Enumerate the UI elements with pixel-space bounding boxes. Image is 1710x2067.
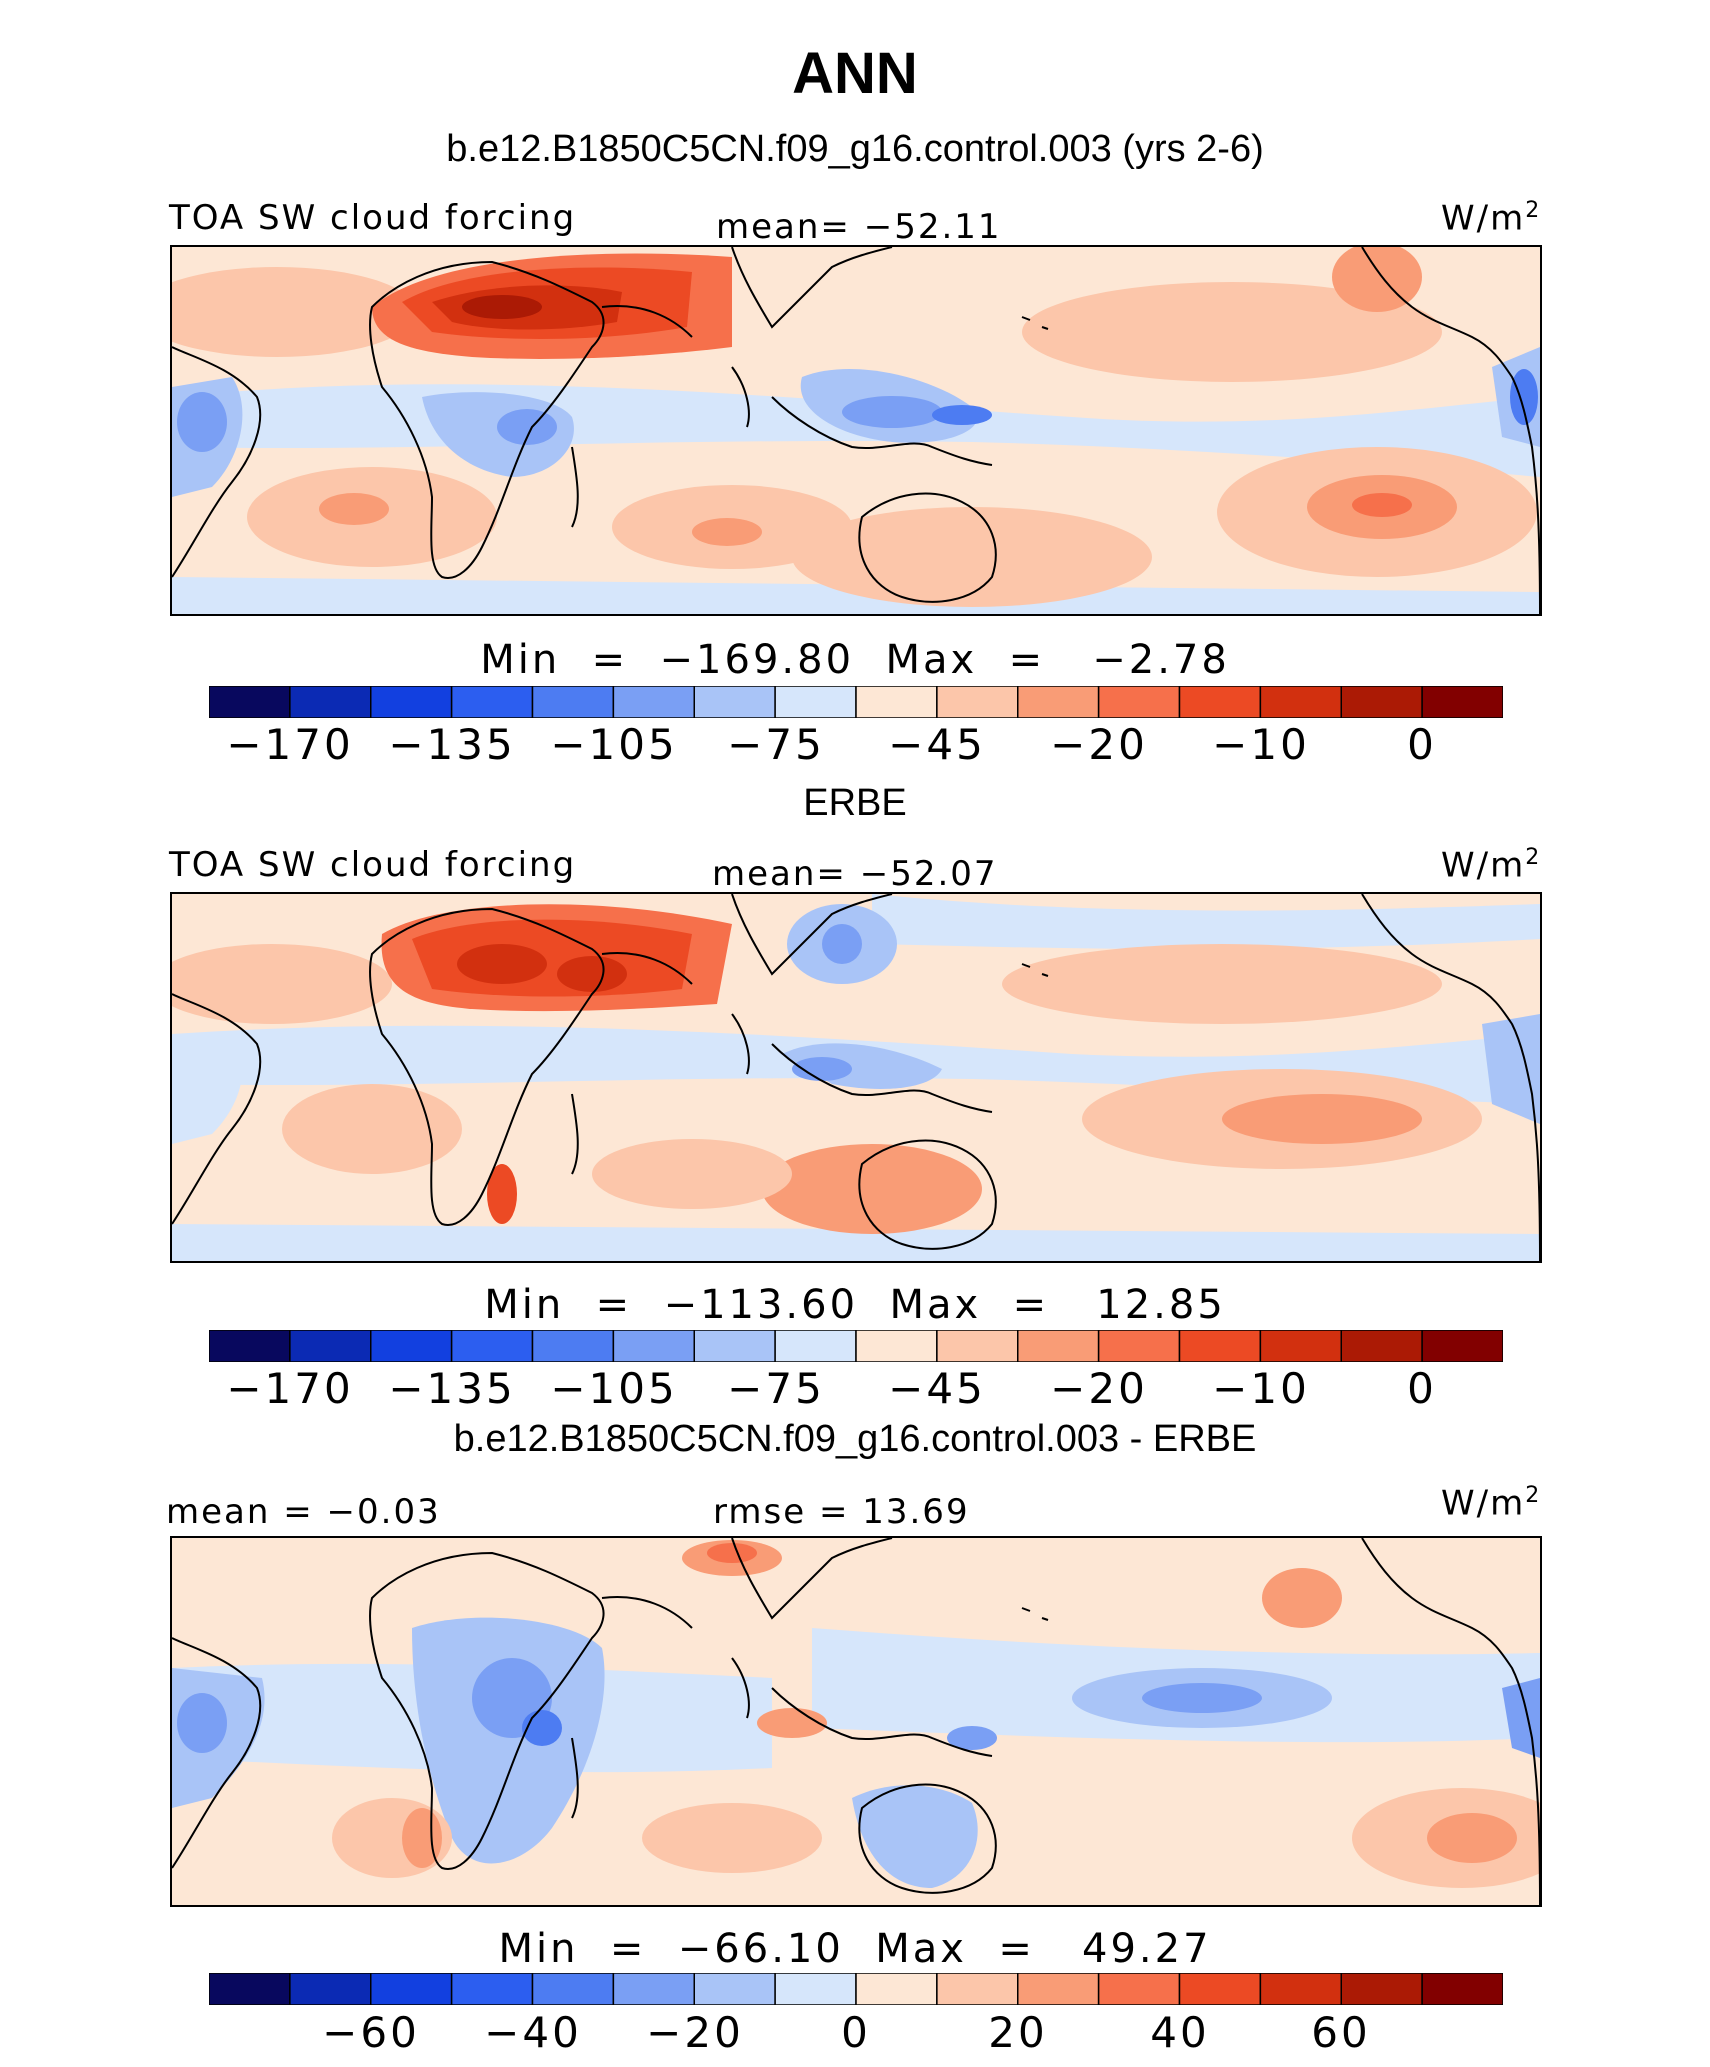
colorbar-swatch <box>774 1330 857 1362</box>
colorbar-swatch <box>531 1973 615 2005</box>
panel-3-mean-label: mean = −0.03 <box>166 1492 441 1532</box>
panel-3-colorbar-ticks: −60 −40 −20 0 20 40 60 <box>0 2008 1710 2058</box>
panel-3-colorbar-svg <box>209 1973 1503 2005</box>
colorbar-swatch <box>774 1973 857 2005</box>
colorbar-swatch <box>289 1330 372 1362</box>
colorbar-swatch <box>1340 1330 1423 1362</box>
panel-1-map <box>170 245 1542 616</box>
colorbar-swatch <box>1178 686 1262 718</box>
panel-3-rmse-label: rmse = 13.69 <box>713 1492 970 1532</box>
panel-2-heading: ERBE <box>803 782 907 824</box>
panel-1-min-max: Min = −169.80 Max = −2.78 <box>480 637 1230 683</box>
panel-2-tick: −135 <box>388 1364 516 1413</box>
panel-1-tick: 0 <box>1407 720 1437 769</box>
panel-1-tick: −20 <box>1050 720 1148 769</box>
panel-2-variable-label: TOA SW cloud forcing <box>169 845 577 885</box>
panel-3-map <box>170 1536 1542 1907</box>
panel-3-tick: −40 <box>484 2008 582 2057</box>
panel-3-heading: b.e12.B1850C5CN.f09_g16.control.003 - ER… <box>453 1418 1257 1460</box>
colorbar-swatch <box>1017 1973 1100 2005</box>
colorbar-swatch <box>612 686 696 718</box>
colorbar-swatch <box>450 1330 534 1362</box>
panel-1-units: W/m2 <box>1441 198 1542 239</box>
colorbar-swatch <box>370 1330 453 1362</box>
panel-1-variable-label: TOA SW cloud forcing <box>169 198 577 238</box>
colorbar-swatch <box>1097 1330 1181 1362</box>
colorbar-swatch <box>531 1330 615 1362</box>
colorbar-swatch <box>289 686 372 718</box>
panel-2-tick: −170 <box>226 1364 354 1413</box>
colorbar-swatch <box>1421 1330 1503 1362</box>
panel-3-tick: −20 <box>646 2008 744 2057</box>
panel-2-colorbar-ticks: −170 −135 −105 −75 −45 −20 −10 0 <box>0 1364 1710 1414</box>
panel-2-units: W/m2 <box>1441 845 1542 886</box>
panel-1-tick: −75 <box>727 720 825 769</box>
colorbar-swatch <box>1340 1973 1423 2005</box>
colorbar-swatch <box>370 686 453 718</box>
panel-3-units: W/m2 <box>1441 1483 1542 1524</box>
colorbar-swatch <box>370 1973 453 2005</box>
panel-3-tick: −60 <box>322 2008 420 2057</box>
colorbar-swatch <box>1421 1973 1503 2005</box>
colorbar-swatch <box>1259 1330 1343 1362</box>
panel-1-tick: −10 <box>1212 720 1310 769</box>
colorbar-swatch <box>612 1973 696 2005</box>
colorbar-swatch <box>855 1330 938 1362</box>
panel-3-tick: 60 <box>1311 2008 1371 2057</box>
colorbar-swatch <box>855 686 938 718</box>
panel-2-tick: −20 <box>1050 1364 1148 1413</box>
colorbar-swatch <box>936 1330 1019 1362</box>
colorbar-swatch <box>209 686 291 718</box>
panel-2-tick: 0 <box>1407 1364 1437 1413</box>
colorbar-swatch <box>1178 1330 1262 1362</box>
panel-1-heading: b.e12.B1850C5CN.f09_g16.control.003 (yrs… <box>446 128 1264 170</box>
panel-1-colorbar <box>209 686 1503 718</box>
panel-3-tick: 0 <box>841 2008 871 2057</box>
colorbar-swatch <box>1178 1973 1262 2005</box>
panel-2-map <box>170 892 1542 1263</box>
colorbar-swatch <box>936 1973 1019 2005</box>
panel-1-tick: −135 <box>388 720 516 769</box>
panel-2-tick: −105 <box>550 1364 678 1413</box>
colorbar-swatch <box>1421 686 1503 718</box>
colorbar-swatch <box>936 686 1019 718</box>
panel-3-min-max: Min = −66.10 Max = 49.27 <box>498 1926 1212 1972</box>
figure-title: ANN <box>792 41 918 106</box>
panel-3-tick: 20 <box>988 2008 1048 2057</box>
panel-1-tick: −170 <box>226 720 354 769</box>
colorbar-swatch <box>1097 686 1181 718</box>
panel-1-tick: −105 <box>550 720 678 769</box>
colorbar-swatch <box>1017 1330 1100 1362</box>
colorbar-swatch <box>1017 686 1100 718</box>
colorbar-swatch <box>1340 686 1423 718</box>
colorbar-swatch <box>693 1973 776 2005</box>
panel-2-colorbar-svg <box>209 1330 1503 1362</box>
colorbar-swatch <box>450 1973 534 2005</box>
panel-3-tick: 40 <box>1150 2008 1210 2057</box>
colorbar-swatch <box>531 686 615 718</box>
panel-2-min-max: Min = −113.60 Max = 12.85 <box>484 1282 1226 1328</box>
colorbar-swatch <box>1259 1973 1343 2005</box>
panel-2-tick: −75 <box>727 1364 825 1413</box>
panel-2-tick: −45 <box>888 1364 986 1413</box>
colorbar-swatch <box>693 1330 776 1362</box>
panel-2-colorbar <box>209 1330 1503 1362</box>
colorbar-swatch <box>855 1973 938 2005</box>
colorbar-swatch <box>289 1973 372 2005</box>
colorbar-swatch <box>774 686 857 718</box>
panel-1-colorbar-ticks: −170 −135 −105 −75 −45 −20 −10 0 <box>0 720 1710 770</box>
panel-1-mean-label: mean= −52.11 <box>716 207 1002 247</box>
colorbar-swatch <box>209 1973 291 2005</box>
colorbar-swatch <box>1097 1973 1181 2005</box>
panel-2-mean-label: mean= −52.07 <box>712 854 998 894</box>
panel-2-tick: −10 <box>1212 1364 1310 1413</box>
colorbar-swatch <box>450 686 534 718</box>
colorbar-swatch <box>1259 686 1343 718</box>
panel-3-colorbar <box>209 1973 1503 2005</box>
colorbar-swatch <box>209 1330 291 1362</box>
panel-1-colorbar-svg <box>209 686 1503 718</box>
colorbar-swatch <box>693 686 776 718</box>
panel-1-tick: −45 <box>888 720 986 769</box>
colorbar-swatch <box>612 1330 696 1362</box>
